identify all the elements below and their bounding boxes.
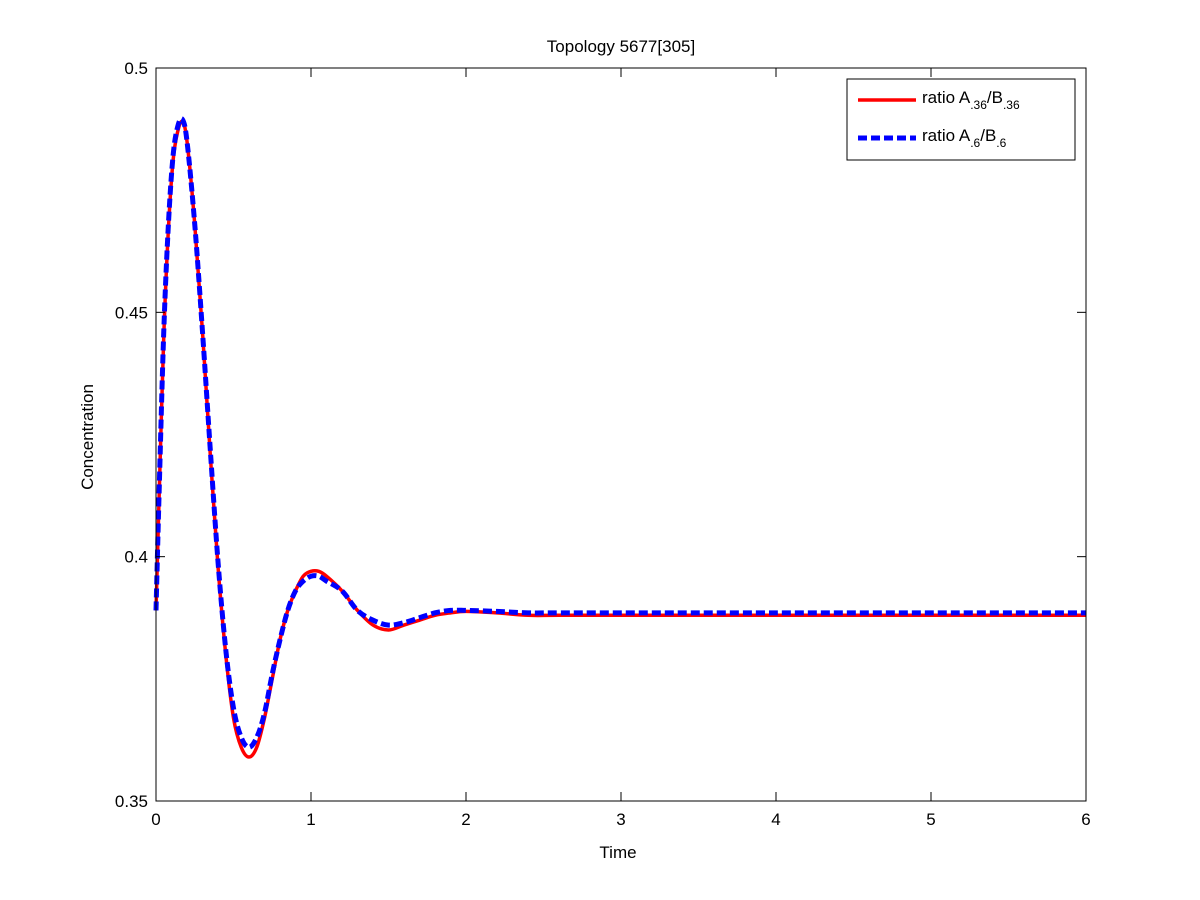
legend-entry-2-base2: /B [980, 126, 996, 145]
legend-entry-1: ratio A.36/B.36 [922, 88, 1020, 112]
series-line-blue [153, 116, 1086, 750]
legend-entry-2-sub: .6 [970, 136, 980, 150]
y-axis-ticks: 0.35 0.4 0.45 0.5 [115, 59, 1086, 811]
legend-box [846, 78, 1076, 161]
x-tick-label: 4 [771, 810, 780, 829]
x-tick-label: 0 [151, 810, 160, 829]
y-tick-label: 0.5 [124, 59, 148, 78]
legend-entry-2: ratio A.6/B.6 [922, 126, 1007, 150]
legend-entry-1-sub2: .36 [1003, 98, 1020, 112]
legend: ratio A.36/B.36 ratio A.6/B.6 [846, 78, 1076, 161]
x-axis-label: Time [599, 843, 636, 862]
x-tick-label: 3 [616, 810, 625, 829]
y-tick-label: 0.35 [115, 792, 148, 811]
x-axis-ticks: 0 1 2 3 4 5 6 [151, 68, 1091, 829]
legend-entry-1-base: ratio A [922, 88, 971, 107]
legend-entry-2-base: ratio A [922, 126, 971, 145]
x-tick-label: 1 [306, 810, 315, 829]
y-tick-label: 0.4 [124, 548, 148, 567]
x-tick-label: 5 [926, 810, 935, 829]
plot-area [156, 68, 1086, 801]
x-tick-label: 6 [1081, 810, 1090, 829]
y-axis-label: Concentration [78, 384, 97, 490]
y-tick-label: 0.45 [115, 303, 148, 322]
legend-entry-2-sub2: .6 [996, 136, 1006, 150]
chart-title: Topology 5677[305] [547, 37, 695, 56]
legend-entry-1-base2: /B [987, 88, 1003, 107]
legend-entry-1-sub: .36 [970, 98, 987, 112]
x-tick-label: 2 [461, 810, 470, 829]
series-layer [153, 116, 1086, 759]
